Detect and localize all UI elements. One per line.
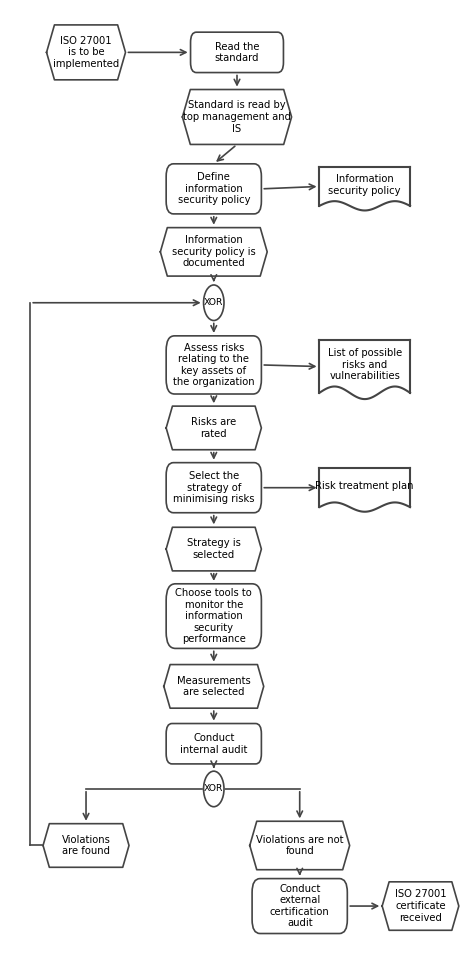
Polygon shape bbox=[164, 664, 264, 708]
Text: ISO 27001
certificate
received: ISO 27001 certificate received bbox=[395, 889, 447, 923]
Text: Violations are not
found: Violations are not found bbox=[256, 835, 344, 857]
Polygon shape bbox=[382, 881, 459, 930]
FancyBboxPatch shape bbox=[166, 584, 261, 648]
Text: Standard is read by
top management and
IS: Standard is read by top management and I… bbox=[183, 100, 291, 134]
Text: Measurements
are selected: Measurements are selected bbox=[177, 676, 251, 697]
FancyBboxPatch shape bbox=[166, 463, 261, 512]
Polygon shape bbox=[182, 90, 292, 144]
Text: Violations
are found: Violations are found bbox=[62, 835, 110, 857]
Text: Conduct
internal audit: Conduct internal audit bbox=[180, 733, 247, 754]
FancyBboxPatch shape bbox=[166, 163, 261, 214]
Polygon shape bbox=[319, 167, 410, 206]
Text: List of possible
risks and
vulnerabilities: List of possible risks and vulnerabiliti… bbox=[328, 348, 402, 381]
Text: XOR: XOR bbox=[204, 298, 223, 307]
Text: Risk treatment plan: Risk treatment plan bbox=[316, 481, 414, 491]
Circle shape bbox=[203, 285, 224, 320]
Text: Information
security policy: Information security policy bbox=[328, 174, 401, 196]
Text: Risks are
rated: Risks are rated bbox=[191, 417, 237, 439]
Polygon shape bbox=[160, 228, 267, 276]
Polygon shape bbox=[166, 406, 261, 449]
Circle shape bbox=[203, 771, 224, 807]
Polygon shape bbox=[319, 340, 410, 393]
Text: Strategy is
selected: Strategy is selected bbox=[187, 538, 241, 560]
FancyBboxPatch shape bbox=[191, 33, 283, 73]
Text: Assess risks
relating to the
key assets of
the organization: Assess risks relating to the key assets … bbox=[173, 342, 255, 387]
Text: Define
information
security policy: Define information security policy bbox=[178, 172, 250, 206]
Text: Read the
standard: Read the standard bbox=[215, 41, 259, 63]
FancyBboxPatch shape bbox=[166, 336, 261, 394]
Polygon shape bbox=[43, 824, 129, 867]
FancyBboxPatch shape bbox=[252, 879, 347, 933]
Polygon shape bbox=[46, 25, 126, 80]
Text: Choose tools to
monitor the
information
security
performance: Choose tools to monitor the information … bbox=[175, 588, 252, 644]
Text: XOR: XOR bbox=[204, 785, 223, 793]
Polygon shape bbox=[166, 528, 261, 571]
Polygon shape bbox=[319, 468, 410, 507]
Text: ISO 27001
is to be
implemented: ISO 27001 is to be implemented bbox=[53, 35, 119, 69]
Text: Conduct
external
certification
audit: Conduct external certification audit bbox=[270, 883, 329, 928]
Text: Information
security policy is
documented: Information security policy is documente… bbox=[172, 235, 255, 269]
FancyBboxPatch shape bbox=[166, 724, 261, 764]
Polygon shape bbox=[250, 821, 350, 870]
Text: Select the
strategy of
minimising risks: Select the strategy of minimising risks bbox=[173, 471, 255, 505]
